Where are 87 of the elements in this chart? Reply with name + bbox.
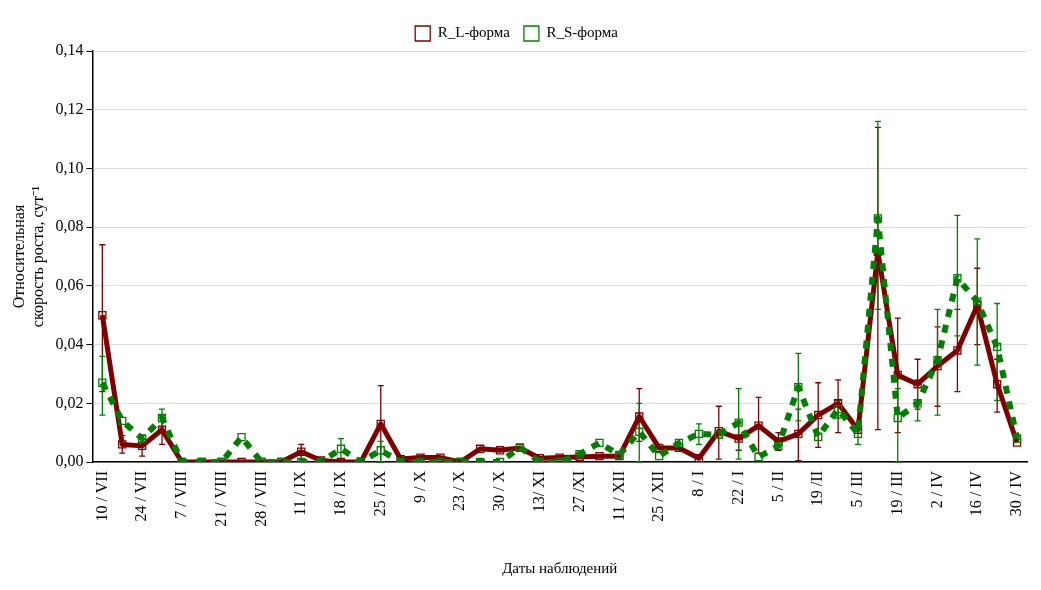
point [794,429,803,439]
point [833,404,843,414]
point [754,452,763,462]
point [734,418,743,427]
x-tick-label: 25 / IX [370,470,388,517]
point [654,443,664,453]
point [694,454,704,463]
x-tick-label: 30 / IV [1007,470,1025,517]
point [992,342,1002,352]
point [595,451,604,461]
point [754,421,763,430]
point [555,453,564,462]
point [893,413,902,423]
x-tick-label: 19 / III [887,471,905,516]
x-tick-label: 13/ XI [530,471,548,513]
point [992,380,1002,389]
point [833,399,843,408]
point [297,447,306,456]
y-tick-label: 0,12 [55,99,84,117]
x-tick-label: 9 / X [410,470,428,504]
y-tick-label: 0,14 [55,41,84,59]
x-tick-label: 2 / IV [927,470,945,509]
x-tick-label: 19 /II [808,471,826,507]
legend-label: R_L-форма [437,24,511,41]
point [694,429,704,439]
point [98,378,107,387]
point [1012,434,1022,443]
point [913,399,922,408]
x-tick-label: 22 / I [728,471,746,505]
x-tick-label: 28 / VIII [251,471,269,527]
point [635,412,644,421]
y-tick-label: 0,04 [55,334,84,352]
x-tick-label: 10 / VII [92,471,110,522]
x-tick-label: 5 / II [768,471,786,503]
x-tick-label: 7 / VIII [172,471,190,519]
point [794,382,803,392]
x-tick-label: 18 / IX [331,470,349,517]
point [953,274,962,283]
point [137,441,147,451]
y-axis-title: Относительная скорость роста, сут⁻¹ [9,185,47,328]
x-tick-label: 30 / X [490,470,508,512]
point [973,297,982,306]
x-tick-label: 25 / XII [649,471,667,522]
point [913,380,922,389]
point [814,410,823,420]
x-tick-label: 11 / IX [291,470,309,516]
point [654,451,664,461]
y-tick-label: 0,00 [55,452,84,470]
point [98,311,107,320]
point [933,361,942,371]
point [157,413,167,423]
x-tick-label: 5 / III [848,471,866,508]
point [814,432,823,441]
x-tick-label: 21 / VIII [211,471,229,527]
y-tick-label: 0,06 [55,276,84,294]
point [873,214,883,223]
point [475,444,485,453]
point [495,446,505,455]
x-tick-label: 16 / IV [967,470,985,517]
x-tick-label: 27 /XI [569,471,587,513]
point [336,444,346,453]
point [137,434,147,443]
point [376,446,385,455]
x-axis-title: Даты наблюдений [502,559,618,576]
x-tick-label: 23 / X [450,470,468,512]
point [774,441,783,451]
point [118,440,127,449]
point [237,432,246,442]
point [157,425,167,434]
point [376,419,385,429]
y-tick-label: 0,10 [55,158,84,176]
point [933,355,942,365]
y-tick-label: 0,08 [55,217,84,235]
x-tick-label: 11 / XII [609,471,627,522]
x-tick-label: 8 / I [689,471,707,497]
point [635,427,644,436]
point [734,434,743,443]
point [118,416,127,426]
point [595,438,604,448]
point [953,346,962,355]
point [853,429,863,439]
point [436,453,445,462]
point [1012,438,1022,447]
y-tick-label: 0,02 [55,393,84,411]
legend-label: R_S-форма [546,24,619,41]
point [674,438,684,448]
x-tick-label: 24 / VII [132,471,150,522]
